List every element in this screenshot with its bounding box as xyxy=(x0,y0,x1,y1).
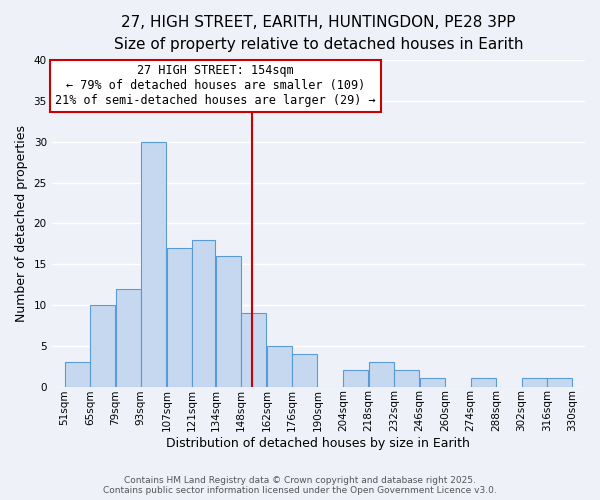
Bar xyxy=(65,362,89,386)
Bar xyxy=(267,346,292,387)
Title: 27, HIGH STREET, EARITH, HUNTINGDON, PE28 3PP
Size of property relative to detac: 27, HIGH STREET, EARITH, HUNTINGDON, PE2… xyxy=(113,15,523,52)
Bar xyxy=(116,288,140,386)
Bar xyxy=(419,378,445,386)
Bar xyxy=(216,256,241,386)
Bar xyxy=(521,378,547,386)
Text: 27 HIGH STREET: 154sqm
← 79% of detached houses are smaller (109)
21% of semi-de: 27 HIGH STREET: 154sqm ← 79% of detached… xyxy=(55,64,376,108)
Bar xyxy=(343,370,368,386)
Bar xyxy=(141,142,166,386)
Bar xyxy=(394,370,419,386)
Bar xyxy=(547,378,572,386)
Text: Contains HM Land Registry data © Crown copyright and database right 2025.
Contai: Contains HM Land Registry data © Crown c… xyxy=(103,476,497,495)
Y-axis label: Number of detached properties: Number of detached properties xyxy=(15,125,28,322)
Bar xyxy=(292,354,317,386)
Bar xyxy=(470,378,496,386)
Bar xyxy=(192,240,215,386)
Bar xyxy=(167,248,191,386)
Bar xyxy=(368,362,394,386)
X-axis label: Distribution of detached houses by size in Earith: Distribution of detached houses by size … xyxy=(166,437,470,450)
Bar xyxy=(241,313,266,386)
Bar xyxy=(90,305,115,386)
